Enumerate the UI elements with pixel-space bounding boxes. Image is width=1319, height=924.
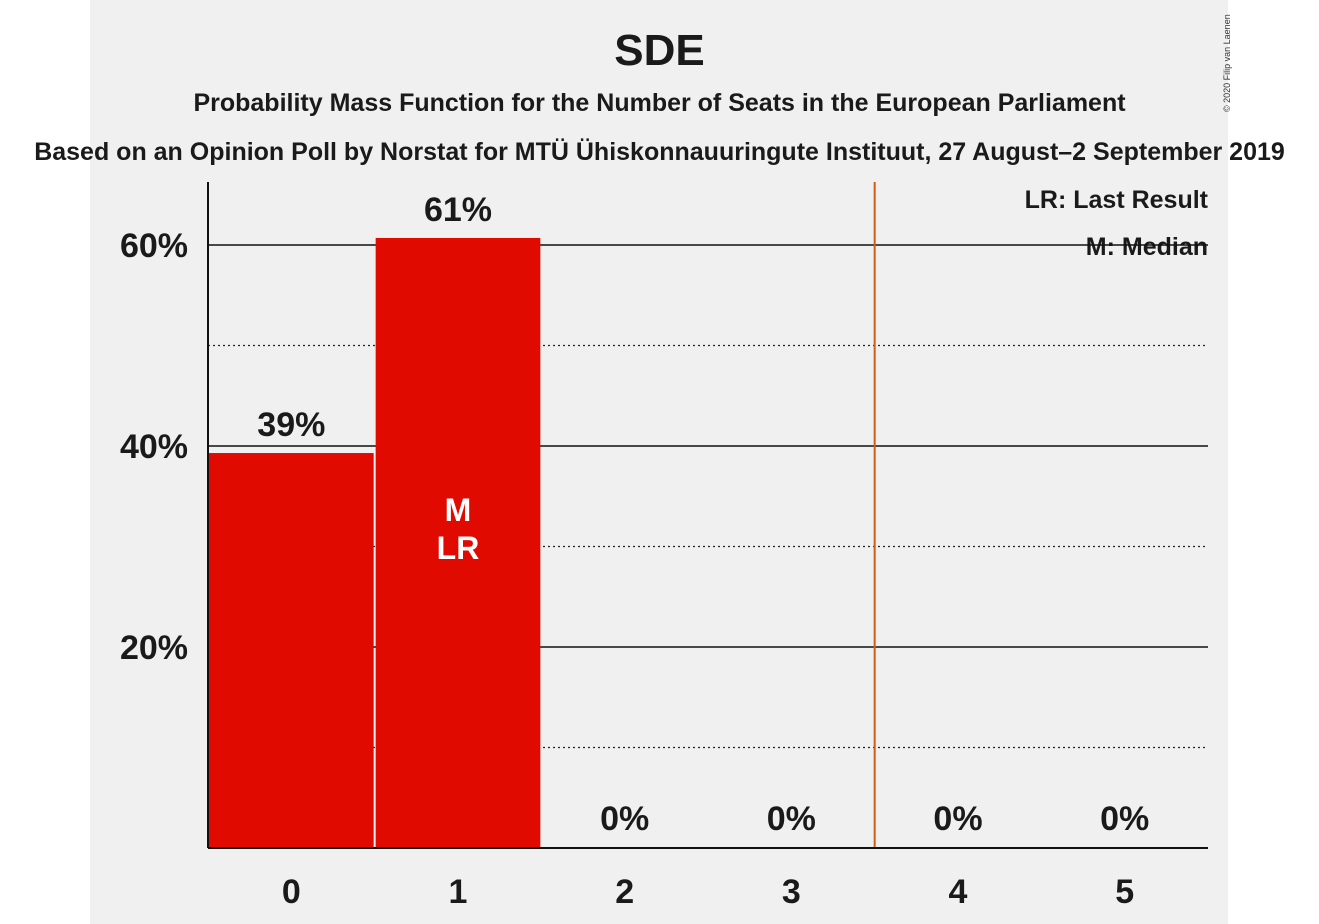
legend-median: M: Median — [1085, 233, 1208, 261]
x-tick-label: 4 — [949, 873, 968, 911]
x-tick-label: 1 — [449, 873, 468, 911]
chart-subtitle: Probability Mass Function for the Number… — [193, 89, 1126, 117]
bar-marker-lr: LR — [437, 530, 480, 566]
bar-value-label: 61% — [424, 191, 492, 229]
bar-value-label: 0% — [1100, 800, 1149, 838]
x-tick-label: 5 — [1115, 873, 1134, 911]
bar-value-label: 0% — [600, 800, 649, 838]
bar-1 — [375, 237, 541, 849]
bar-marker-m: M — [445, 492, 472, 528]
y-tick-label: 60% — [120, 227, 188, 265]
chart-title: SDE — [614, 26, 705, 75]
x-tick-label: 3 — [782, 873, 801, 911]
bar-0 — [209, 453, 374, 848]
bar-value-label: 0% — [933, 800, 982, 838]
y-tick-label: 20% — [120, 629, 188, 667]
chart-source-subtitle: Based on an Opinion Poll by Norstat for … — [34, 138, 1285, 166]
legend-last-result: LR: Last Result — [1024, 186, 1208, 214]
x-tick-label: 2 — [615, 873, 634, 911]
x-tick-label: 0 — [282, 873, 301, 911]
y-tick-label: 40% — [120, 428, 188, 466]
bar-value-label: 39% — [257, 406, 325, 444]
bar-value-label: 0% — [767, 800, 816, 838]
